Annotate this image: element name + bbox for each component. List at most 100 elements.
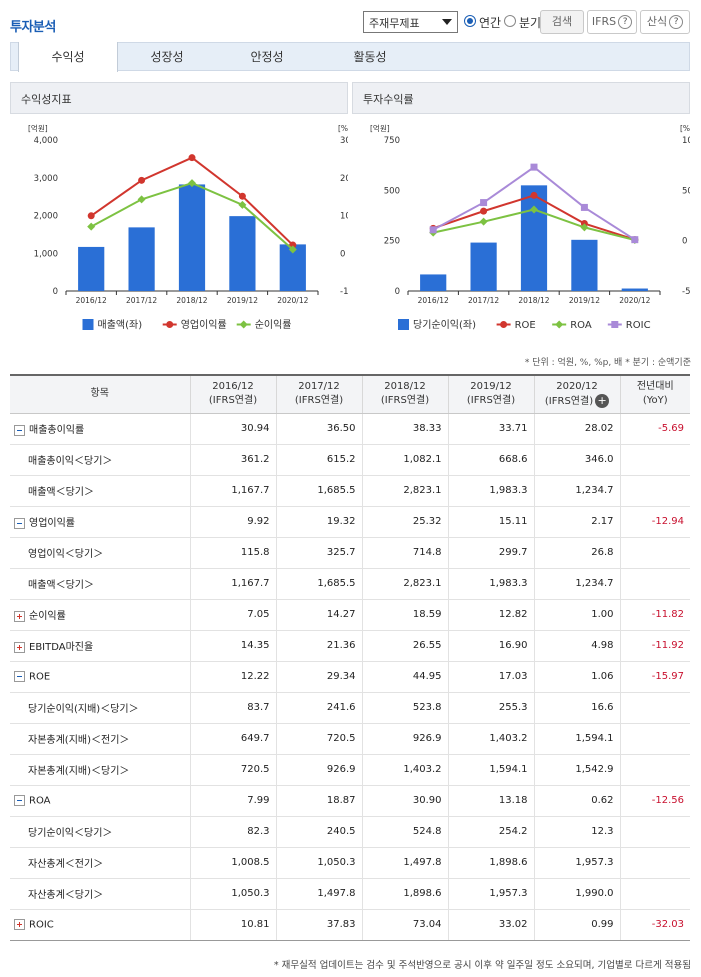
row-label-cell[interactable]: 매출총이익률 — [10, 412, 190, 445]
table-header-cell: 2019/12 (IFRS연결) — [447, 374, 534, 414]
table-cell: 1,957.3 — [533, 847, 620, 879]
x-tick-label: 2016/12 — [76, 296, 107, 305]
yoy-cell — [619, 816, 690, 848]
yoy-cell: -5.69 — [619, 412, 690, 445]
collapse-icon[interactable] — [14, 517, 25, 529]
collapse-icon[interactable] — [14, 424, 25, 436]
header-sublabel: (IFRS연결) — [544, 395, 594, 407]
row-label-cell[interactable]: 영업이익률 — [10, 505, 190, 538]
table-cell: 13.18 — [447, 784, 534, 817]
bar — [178, 184, 206, 291]
bar — [571, 239, 598, 291]
table-cell: 4.98 — [533, 629, 620, 662]
legend-marker — [611, 321, 619, 328]
collapse-icon[interactable] — [14, 670, 25, 682]
table-row: 자본총계(지배)＜당기＞ 720.5 926.9 1,403.2 1,594.1 1,54… — [10, 754, 690, 786]
formula-label: 산식 — [646, 15, 668, 28]
table-cell: 19.32 — [275, 505, 362, 538]
data-point — [188, 179, 196, 188]
table-cell: 714.8 — [361, 537, 448, 569]
legend-marker — [555, 320, 564, 329]
table-cell: 926.9 — [275, 754, 362, 786]
data-point — [238, 192, 246, 200]
formula-help-button[interactable]: 산식? — [640, 10, 690, 34]
left-tick-label: 3,000 — [34, 174, 58, 184]
bar — [128, 227, 155, 291]
expand-icon[interactable] — [14, 641, 25, 653]
unit-note: * 단위 : 억원, %, %p, 배 * 분기 : 순액기준 — [524, 358, 691, 368]
radio-quarter[interactable] — [504, 15, 516, 27]
table-cell: 38.33 — [361, 412, 448, 445]
table-cell: 33.02 — [447, 908, 534, 941]
table-cell: 1,497.8 — [275, 878, 362, 910]
tab-activity[interactable]: 활동성 — [353, 50, 387, 64]
table-cell: 1,898.6 — [361, 878, 448, 910]
ifrs-help-button[interactable]: IFRS? — [587, 10, 637, 34]
table-cell: 1,990.0 — [533, 878, 620, 910]
search-button[interactable]: 검색 — [540, 10, 584, 34]
table-cell: 361.2 — [189, 444, 276, 476]
table-cell: 44.95 — [361, 660, 448, 693]
header-label: 2019/12 — [470, 381, 512, 393]
tab-profitability[interactable]: 수익성 — [18, 42, 118, 72]
table-cell: 1,983.3 — [447, 568, 534, 600]
yoy-cell: -11.92 — [619, 629, 690, 662]
radio-annual[interactable] — [464, 15, 476, 27]
row-label-cell: 자산총계＜전기＞ — [10, 847, 190, 879]
profitability-chart: [억원] [%] 0 1,000 2,000 3,000 4,000 -10 0 10 20 30 20… — [28, 124, 348, 331]
legend-label: ROE — [515, 320, 536, 331]
header-label: 2020/12 — [556, 380, 598, 392]
yoy-cell: -32.03 — [619, 908, 690, 941]
table-cell: 523.8 — [361, 692, 448, 724]
row-label-cell[interactable]: EBITDA마진율 — [10, 629, 190, 662]
tab-stability[interactable]: 안정성 — [250, 50, 284, 64]
tab-growth[interactable]: 성장성 — [150, 50, 184, 64]
radio-quarter-label[interactable]: 분기 — [519, 16, 542, 30]
row-label: 자본총계(지배)＜당기＞ — [28, 766, 130, 777]
left-tick-label: 4,000 — [34, 136, 58, 146]
table-cell: 25.32 — [361, 505, 448, 538]
row-label: EBITDA마진율 — [29, 642, 94, 653]
table-cell: 524.8 — [361, 816, 448, 848]
table-cell: 1,957.3 — [447, 878, 534, 910]
legend-label: 매출액(좌) — [98, 319, 143, 331]
return-chart: [억원] [%] 0 250 500 750 -50 0 50 100 2016/12 2017/12… — [370, 124, 690, 331]
right-tick-label: 100 — [682, 136, 690, 146]
right-tick-label: 0 — [340, 249, 345, 259]
row-label-cell[interactable]: ROA — [10, 784, 190, 817]
table-cell: 668.6 — [447, 444, 534, 476]
header-label: 2018/12 — [384, 381, 426, 393]
left-tick-label: 250 — [384, 237, 400, 247]
table-cell: 240.5 — [275, 816, 362, 848]
collapse-icon[interactable] — [14, 794, 25, 806]
data-point — [288, 245, 297, 254]
right-tick-label: 30 — [340, 136, 348, 146]
expand-icon[interactable] — [14, 918, 25, 930]
row-label-cell[interactable]: 순이익률 — [10, 598, 190, 631]
data-point — [480, 199, 488, 207]
data-point — [137, 195, 146, 204]
right-axis-unit: [%] — [680, 124, 690, 133]
table-cell: 0.62 — [533, 784, 620, 817]
x-tick-label: 2018/12 — [176, 296, 207, 305]
row-label-cell[interactable]: ROE — [10, 660, 190, 693]
tab-bar: 수익성 성장성 안정성 활동성 — [10, 42, 690, 72]
statement-select[interactable]: 주재무제표 — [363, 11, 458, 33]
bar — [420, 274, 447, 291]
legend-swatch — [398, 319, 409, 330]
table-cell: 1,898.6 — [447, 847, 534, 879]
row-label-cell[interactable]: ROIC — [10, 908, 190, 941]
table-cell: 0.99 — [533, 908, 620, 941]
yoy-cell — [619, 723, 690, 755]
table-cell: 2,823.1 — [361, 475, 448, 507]
expand-icon[interactable] — [14, 610, 25, 622]
header-sublabel: (IFRS연결) — [294, 395, 344, 407]
header-label: 2017/12 — [298, 381, 340, 393]
header-sublabel: (IFRS연결) — [380, 395, 430, 407]
add-column-icon[interactable]: + — [595, 393, 610, 408]
radio-annual-label[interactable]: 연간 — [479, 16, 502, 30]
row-label-cell: 자본총계(지배)＜전기＞ — [10, 723, 190, 755]
table-row: 영업이익＜당기＞ 115.8 325.7 714.8 299.7 26.8 — [10, 537, 690, 569]
right-tick-label: 0 — [682, 237, 687, 247]
table-cell: 18.87 — [275, 784, 362, 817]
